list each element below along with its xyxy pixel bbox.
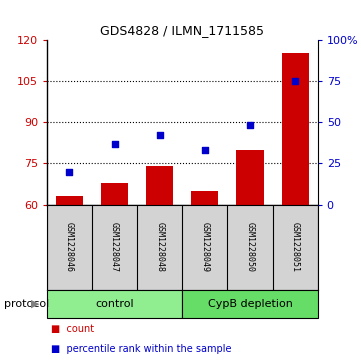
Bar	[236, 150, 264, 205]
Text: ▶: ▶	[31, 298, 39, 309]
Text: CypB depletion: CypB depletion	[208, 298, 292, 309]
Bar	[146, 166, 173, 205]
Title: GDS4828 / ILMN_1711585: GDS4828 / ILMN_1711585	[100, 24, 264, 37]
Text: protocol: protocol	[4, 298, 49, 309]
Point	[67, 169, 73, 175]
Text: GSM1228050: GSM1228050	[245, 222, 255, 272]
Bar	[101, 183, 128, 205]
Text: control: control	[95, 298, 134, 309]
Point	[202, 147, 208, 153]
Bar	[191, 191, 218, 205]
Text: ■  percentile rank within the sample: ■ percentile rank within the sample	[51, 344, 231, 354]
Text: GSM1228046: GSM1228046	[65, 222, 74, 272]
Point	[157, 132, 162, 138]
Bar	[282, 53, 309, 205]
Text: GSM1228051: GSM1228051	[291, 222, 300, 272]
Text: GSM1228048: GSM1228048	[155, 222, 164, 272]
Bar	[47, 290, 182, 318]
Point	[247, 122, 253, 128]
Point	[292, 78, 298, 84]
Text: ■  count: ■ count	[51, 325, 93, 334]
Text: GSM1228049: GSM1228049	[200, 222, 209, 272]
Bar	[56, 196, 83, 205]
Text: GSM1228047: GSM1228047	[110, 222, 119, 272]
Point	[112, 140, 118, 146]
Bar	[182, 290, 318, 318]
